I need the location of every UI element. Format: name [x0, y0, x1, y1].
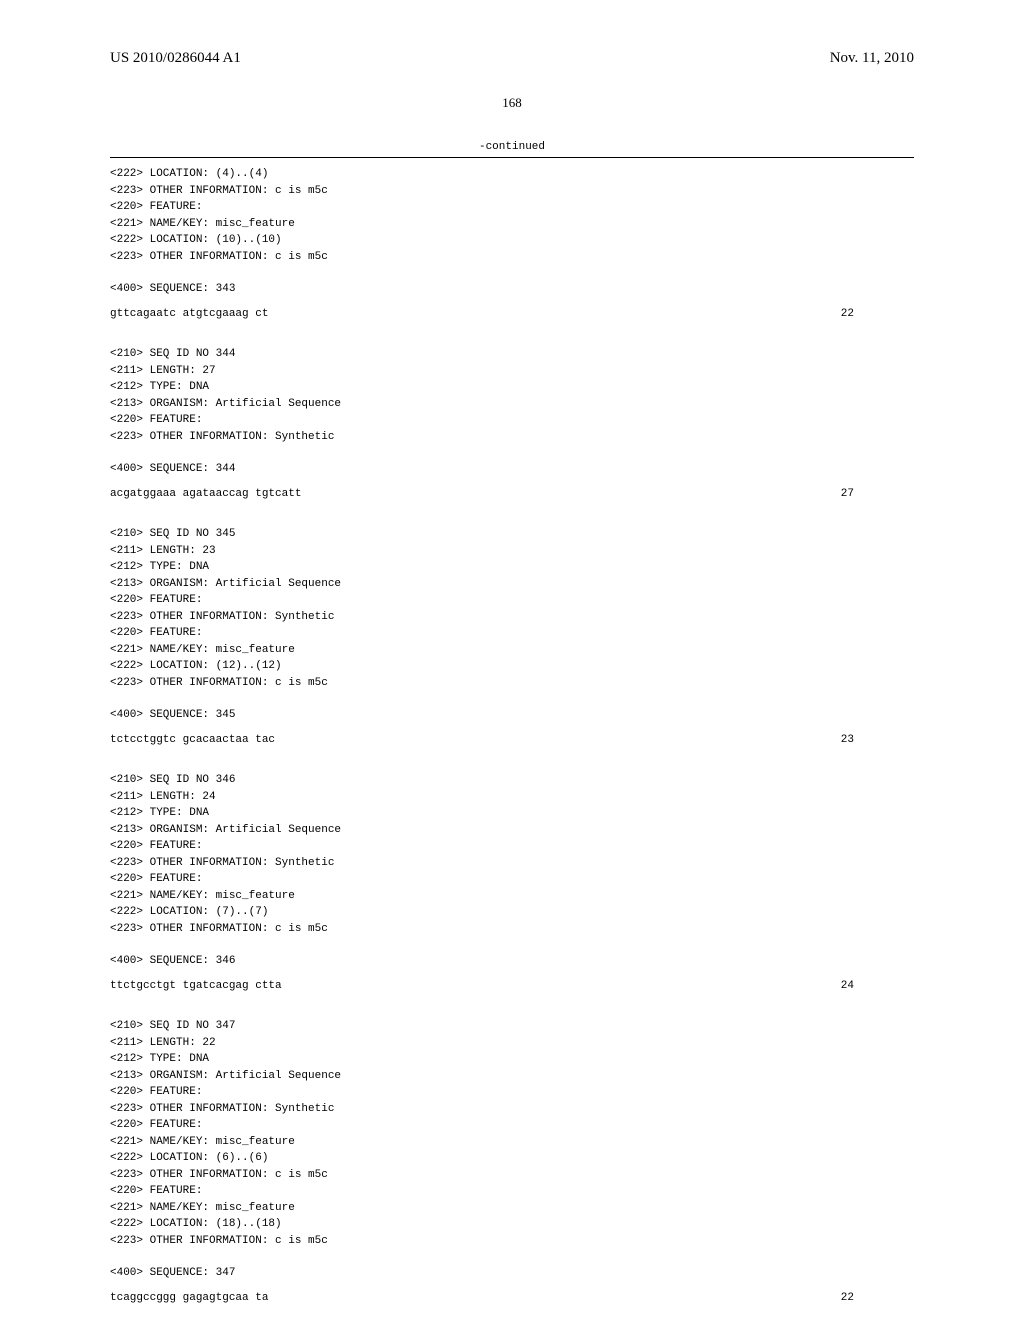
sequence-metadata-line: <212> TYPE: DNA — [110, 805, 914, 822]
sequence-metadata-line: <400> SEQUENCE: 346 — [110, 953, 914, 970]
sequence-metadata-line: <223> OTHER INFORMATION: c is m5c — [110, 675, 914, 692]
sequence-metadata-line: <211> LENGTH: 27 — [110, 363, 914, 380]
sequence-metadata-line: <220> FEATURE: — [110, 1117, 914, 1134]
sequence-entry: ttctgcctgt tgatcacgag ctta 24 — [110, 978, 914, 995]
spacer — [110, 764, 914, 772]
sequence-metadata-line: <223> OTHER INFORMATION: Synthetic — [110, 855, 914, 872]
spacer — [110, 338, 914, 346]
spacer — [110, 322, 914, 338]
sequence-metadata-line: <222> LOCATION: (6)..(6) — [110, 1150, 914, 1167]
spacer — [110, 478, 914, 486]
spacer — [110, 691, 914, 707]
spacer — [110, 445, 914, 461]
publication-date: Nov. 11, 2010 — [830, 50, 914, 67]
sequence-metadata-line: <223> OTHER INFORMATION: c is m5c — [110, 921, 914, 938]
sequence-metadata-line: <211> LENGTH: 23 — [110, 543, 914, 560]
sequence-metadata-line: <221> NAME/KEY: misc_feature — [110, 642, 914, 659]
spacer — [110, 970, 914, 978]
spacer — [110, 748, 914, 764]
section-divider — [110, 157, 914, 158]
sequence-listing: <222> LOCATION: (4)..(4)<223> OTHER INFO… — [110, 166, 914, 1306]
sequence-metadata-line: <220> FEATURE: — [110, 1183, 914, 1200]
sequence-metadata-line: <213> ORGANISM: Artificial Sequence — [110, 396, 914, 413]
spacer — [110, 1010, 914, 1018]
sequence-metadata-line: <220> FEATURE: — [110, 625, 914, 642]
sequence-metadata-line: <221> NAME/KEY: misc_feature — [110, 216, 914, 233]
spacer — [110, 994, 914, 1010]
sequence-length: 24 — [841, 978, 914, 995]
spacer — [110, 265, 914, 281]
sequence-metadata-line: <223> OTHER INFORMATION: c is m5c — [110, 1233, 914, 1250]
sequence-text: gttcagaatc atgtcgaaag ct — [110, 306, 268, 323]
sequence-metadata-line: <213> ORGANISM: Artificial Sequence — [110, 1068, 914, 1085]
spacer — [110, 502, 914, 518]
sequence-metadata-line: <223> OTHER INFORMATION: Synthetic — [110, 1101, 914, 1118]
sequence-metadata-line: <223> OTHER INFORMATION: c is m5c — [110, 249, 914, 266]
sequence-metadata-line: <223> OTHER INFORMATION: Synthetic — [110, 609, 914, 626]
sequence-metadata-line: <221> NAME/KEY: misc_feature — [110, 888, 914, 905]
sequence-metadata-line: <212> TYPE: DNA — [110, 1051, 914, 1068]
document-header: US 2010/0286044 A1 Nov. 11, 2010 — [110, 50, 914, 75]
sequence-metadata-line: <223> OTHER INFORMATION: c is m5c — [110, 183, 914, 200]
sequence-metadata-line: <220> FEATURE: — [110, 838, 914, 855]
sequence-metadata-line: <211> LENGTH: 22 — [110, 1035, 914, 1052]
sequence-text: ttctgcctgt tgatcacgag ctta — [110, 978, 282, 995]
spacer — [110, 518, 914, 526]
sequence-entry: acgatggaaa agataaccag tgtcatt 27 — [110, 486, 914, 503]
sequence-metadata-line: <220> FEATURE: — [110, 199, 914, 216]
sequence-metadata-line: <220> FEATURE: — [110, 412, 914, 429]
sequence-entry: gttcagaatc atgtcgaaag ct 22 — [110, 306, 914, 323]
spacer — [110, 937, 914, 953]
sequence-metadata-line: <400> SEQUENCE: 343 — [110, 281, 914, 298]
spacer — [110, 1282, 914, 1290]
sequence-text: tctcctggtc gcacaactaa tac — [110, 732, 275, 749]
continued-label: -continued — [110, 141, 914, 153]
sequence-metadata-line: <400> SEQUENCE: 344 — [110, 461, 914, 478]
sequence-metadata-line: <222> LOCATION: (18)..(18) — [110, 1216, 914, 1233]
sequence-metadata-line: <222> LOCATION: (4)..(4) — [110, 166, 914, 183]
sequence-metadata-line: <210> SEQ ID NO 346 — [110, 772, 914, 789]
sequence-metadata-line: <220> FEATURE: — [110, 1084, 914, 1101]
sequence-metadata-line: <222> LOCATION: (12)..(12) — [110, 658, 914, 675]
sequence-metadata-line: <400> SEQUENCE: 345 — [110, 707, 914, 724]
sequence-metadata-line: <212> TYPE: DNA — [110, 559, 914, 576]
sequence-metadata-line: <220> FEATURE: — [110, 871, 914, 888]
spacer — [110, 298, 914, 306]
sequence-metadata-line: <221> NAME/KEY: misc_feature — [110, 1134, 914, 1151]
sequence-metadata-line: <222> LOCATION: (10)..(10) — [110, 232, 914, 249]
sequence-text: acgatggaaa agataaccag tgtcatt — [110, 486, 301, 503]
sequence-metadata-line: <223> OTHER INFORMATION: Synthetic — [110, 429, 914, 446]
page-number: 168 — [110, 95, 914, 111]
sequence-metadata-line: <212> TYPE: DNA — [110, 379, 914, 396]
sequence-metadata-line: <223> OTHER INFORMATION: c is m5c — [110, 1167, 914, 1184]
sequence-metadata-line: <222> LOCATION: (7)..(7) — [110, 904, 914, 921]
sequence-length: 22 — [841, 306, 914, 323]
sequence-metadata-line: <400> SEQUENCE: 347 — [110, 1265, 914, 1282]
spacer — [110, 724, 914, 732]
sequence-text: tcaggccggg gagagtgcaa ta — [110, 1290, 268, 1307]
sequence-metadata-line: <213> ORGANISM: Artificial Sequence — [110, 576, 914, 593]
sequence-metadata-line: <220> FEATURE: — [110, 592, 914, 609]
sequence-length: 27 — [841, 486, 914, 503]
sequence-length: 23 — [841, 732, 914, 749]
sequence-metadata-line: <211> LENGTH: 24 — [110, 789, 914, 806]
sequence-metadata-line: <210> SEQ ID NO 347 — [110, 1018, 914, 1035]
sequence-metadata-line: <210> SEQ ID NO 345 — [110, 526, 914, 543]
spacer — [110, 1249, 914, 1265]
patent-id: US 2010/0286044 A1 — [110, 50, 241, 67]
sequence-metadata-line: <221> NAME/KEY: misc_feature — [110, 1200, 914, 1217]
sequence-entry: tctcctggtc gcacaactaa tac 23 — [110, 732, 914, 749]
sequence-metadata-line: <213> ORGANISM: Artificial Sequence — [110, 822, 914, 839]
sequence-entry: tcaggccggg gagagtgcaa ta 22 — [110, 1290, 914, 1307]
sequence-metadata-line: <210> SEQ ID NO 344 — [110, 346, 914, 363]
sequence-length: 22 — [841, 1290, 914, 1307]
